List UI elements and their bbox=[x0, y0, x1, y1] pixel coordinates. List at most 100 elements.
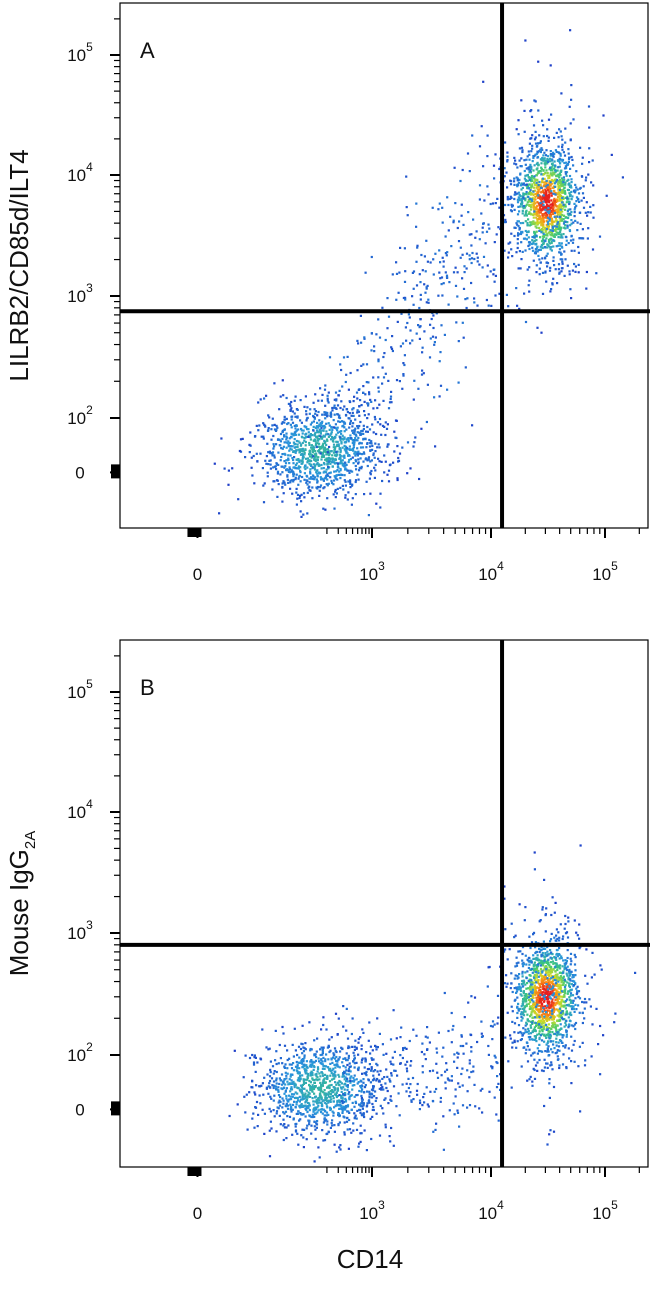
event-point bbox=[301, 441, 304, 444]
event-point bbox=[262, 422, 265, 425]
event-point bbox=[311, 448, 314, 451]
event-point bbox=[551, 164, 554, 167]
event-point bbox=[533, 1058, 536, 1061]
event-point bbox=[300, 1089, 303, 1092]
event-point bbox=[516, 166, 519, 169]
event-point bbox=[521, 150, 524, 154]
event-point bbox=[281, 1062, 284, 1065]
event-point bbox=[561, 213, 564, 216]
event-point bbox=[549, 266, 552, 269]
event-point bbox=[548, 210, 551, 213]
event-point bbox=[558, 983, 561, 986]
event-point bbox=[564, 127, 567, 130]
event-point bbox=[446, 196, 449, 199]
event-point bbox=[272, 480, 275, 483]
event-point bbox=[296, 1069, 299, 1073]
event-point bbox=[303, 472, 306, 475]
event-point bbox=[544, 166, 547, 169]
event-point bbox=[494, 274, 497, 277]
event-point bbox=[517, 119, 520, 122]
event-point bbox=[318, 1156, 321, 1159]
event-point bbox=[569, 239, 573, 242]
event-point bbox=[314, 1137, 317, 1140]
event-point bbox=[536, 220, 539, 223]
event-point bbox=[554, 193, 557, 196]
event-point bbox=[220, 437, 223, 440]
event-point bbox=[358, 466, 361, 469]
event-point bbox=[343, 1083, 346, 1086]
event-point bbox=[521, 209, 524, 212]
event-point bbox=[270, 438, 273, 441]
event-point bbox=[431, 335, 435, 338]
event-point bbox=[337, 444, 340, 447]
event-point bbox=[303, 451, 306, 454]
event-point bbox=[533, 969, 536, 972]
event-point bbox=[290, 407, 293, 410]
event-point bbox=[368, 428, 372, 431]
event-point bbox=[282, 1102, 285, 1105]
panel-label: A bbox=[140, 38, 155, 63]
event-point bbox=[344, 494, 347, 497]
event-point bbox=[322, 455, 325, 458]
event-point bbox=[347, 1110, 350, 1113]
event-point bbox=[294, 1123, 297, 1126]
event-point bbox=[295, 1060, 298, 1064]
event-point bbox=[308, 1092, 311, 1095]
event-point bbox=[376, 406, 379, 410]
event-point bbox=[317, 410, 320, 414]
event-point bbox=[569, 989, 572, 992]
event-point bbox=[289, 454, 292, 457]
event-point bbox=[290, 400, 293, 404]
event-point bbox=[535, 1007, 538, 1010]
event-point bbox=[338, 1107, 341, 1110]
event-point bbox=[348, 448, 351, 451]
event-point bbox=[377, 390, 380, 393]
event-point bbox=[536, 161, 539, 164]
event-point bbox=[529, 171, 532, 174]
event-point bbox=[386, 327, 389, 330]
event-point bbox=[305, 1064, 308, 1067]
event-point bbox=[275, 428, 278, 431]
event-point bbox=[466, 297, 469, 300]
event-point bbox=[279, 1100, 282, 1104]
event-point bbox=[530, 167, 533, 170]
event-point bbox=[538, 961, 541, 964]
event-point bbox=[374, 469, 377, 472]
event-point bbox=[390, 390, 393, 393]
event-point bbox=[558, 971, 561, 974]
event-point bbox=[550, 192, 553, 195]
event-point bbox=[542, 1028, 545, 1031]
event-point bbox=[591, 159, 594, 162]
event-point bbox=[535, 181, 538, 184]
event-point bbox=[540, 981, 543, 984]
event-point bbox=[546, 203, 549, 206]
event-point bbox=[313, 1109, 316, 1112]
event-point bbox=[366, 1104, 369, 1107]
event-point bbox=[275, 1079, 278, 1082]
event-point bbox=[529, 163, 532, 166]
event-point bbox=[560, 995, 563, 998]
event-point bbox=[494, 294, 497, 297]
event-point bbox=[390, 347, 394, 350]
event-point bbox=[429, 261, 432, 264]
event-point bbox=[498, 206, 501, 209]
event-point bbox=[322, 1023, 325, 1027]
event-point bbox=[325, 1111, 329, 1114]
event-point bbox=[518, 147, 521, 150]
event-point bbox=[314, 440, 317, 443]
event-point bbox=[471, 134, 474, 137]
event-point bbox=[293, 438, 296, 441]
event-point bbox=[322, 461, 326, 465]
event-point bbox=[264, 459, 267, 462]
event-point bbox=[390, 1072, 393, 1075]
event-point bbox=[561, 267, 564, 270]
event-point bbox=[456, 295, 459, 298]
event-point bbox=[314, 1095, 317, 1098]
event-point bbox=[343, 437, 346, 440]
event-point bbox=[274, 1085, 278, 1088]
event-point bbox=[556, 182, 560, 186]
event-point bbox=[513, 183, 516, 186]
event-point bbox=[516, 1006, 519, 1009]
event-point bbox=[384, 372, 387, 375]
event-point bbox=[379, 506, 382, 509]
